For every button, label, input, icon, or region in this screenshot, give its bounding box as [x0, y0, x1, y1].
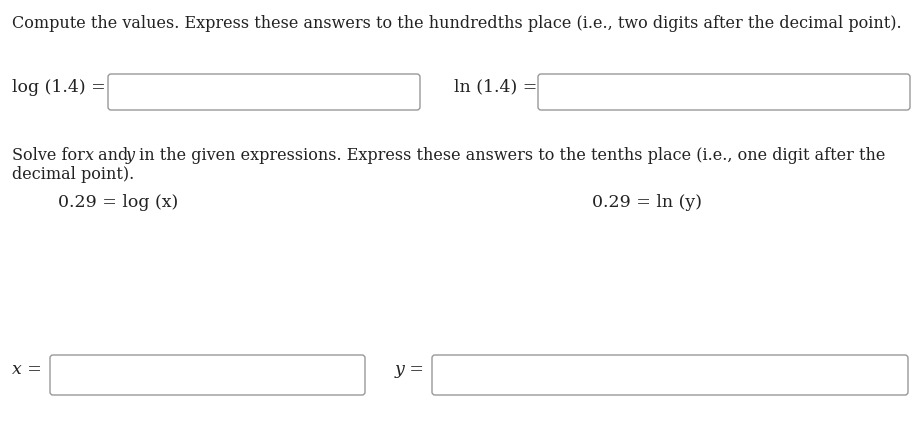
Text: Solve for: Solve for: [12, 147, 90, 164]
Text: and: and: [93, 147, 134, 164]
FancyBboxPatch shape: [538, 74, 910, 110]
Text: y: y: [126, 147, 135, 164]
Text: log (1.4) =: log (1.4) =: [12, 79, 106, 96]
FancyBboxPatch shape: [432, 355, 908, 395]
Text: Compute the values. Express these answers to the hundredths place (i.e., two dig: Compute the values. Express these answer…: [12, 15, 902, 32]
Text: decimal point).: decimal point).: [12, 166, 134, 183]
FancyBboxPatch shape: [108, 74, 420, 110]
Text: in the given expressions. Express these answers to the tenths place (i.e., one d: in the given expressions. Express these …: [134, 147, 885, 164]
Text: y =: y =: [395, 361, 425, 378]
Text: x: x: [85, 147, 94, 164]
FancyBboxPatch shape: [50, 355, 365, 395]
Text: x =: x =: [12, 361, 41, 378]
Text: ln (1.4) =: ln (1.4) =: [454, 79, 537, 96]
Text: 0.29 = log (x): 0.29 = log (x): [58, 194, 179, 211]
Text: 0.29 = ln (y): 0.29 = ln (y): [592, 194, 702, 211]
